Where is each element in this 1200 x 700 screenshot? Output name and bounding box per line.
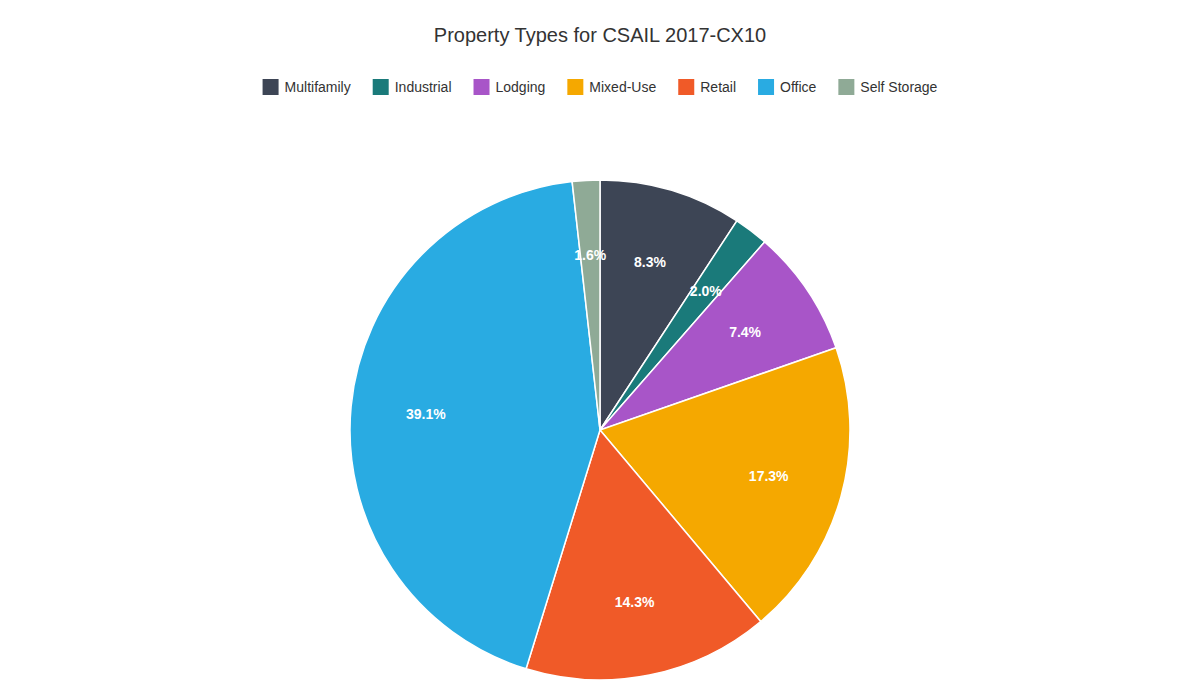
chart: Property Types for CSAIL 2017-CX10 Multif… bbox=[0, 0, 1200, 700]
legend-label: Lodging bbox=[496, 79, 546, 95]
data-label: 14.3% bbox=[615, 594, 655, 610]
legend-item: Industrial bbox=[373, 79, 452, 95]
data-label: 2.0% bbox=[690, 283, 722, 299]
data-label: 39.1% bbox=[406, 406, 446, 422]
legend-label: Retail bbox=[700, 79, 736, 95]
data-label: 7.4% bbox=[729, 324, 761, 340]
data-label: 17.3% bbox=[749, 468, 789, 484]
legend-label: Mixed-Use bbox=[589, 79, 656, 95]
legend-label: Industrial bbox=[395, 79, 452, 95]
legend-swatch bbox=[678, 79, 694, 95]
legend-item: Office bbox=[758, 79, 817, 95]
data-label: 8.3% bbox=[634, 254, 666, 270]
legend-swatch bbox=[838, 79, 854, 95]
legend-label: Self Storage bbox=[860, 79, 937, 95]
pie-slice bbox=[572, 180, 600, 430]
pie bbox=[350, 180, 850, 680]
legend-item: Lodging bbox=[474, 79, 546, 95]
legend-label: Multifamily bbox=[285, 79, 351, 95]
legend-item: Retail bbox=[678, 79, 736, 95]
legend-label: Office bbox=[780, 79, 817, 95]
legend-item: Self Storage bbox=[838, 79, 937, 95]
legend-item: Multifamily bbox=[263, 79, 351, 95]
pie-slice bbox=[350, 182, 600, 669]
legend-item: Mixed-Use bbox=[567, 79, 656, 95]
legend-swatch bbox=[474, 79, 490, 95]
data-label: 1.6% bbox=[574, 247, 606, 263]
data-labels: 8.3% 2.0% 7.4% 17.3% 14.3% 39.1% 1.6% bbox=[406, 247, 789, 609]
legend: Multifamily Industrial Lodging Mixed-Use Ret… bbox=[263, 79, 938, 95]
legend-swatch bbox=[373, 79, 389, 95]
legend-swatch bbox=[758, 79, 774, 95]
legend-swatch bbox=[263, 79, 279, 95]
legend-swatch bbox=[567, 79, 583, 95]
title: Property Types for CSAIL 2017-CX10 bbox=[434, 24, 766, 46]
